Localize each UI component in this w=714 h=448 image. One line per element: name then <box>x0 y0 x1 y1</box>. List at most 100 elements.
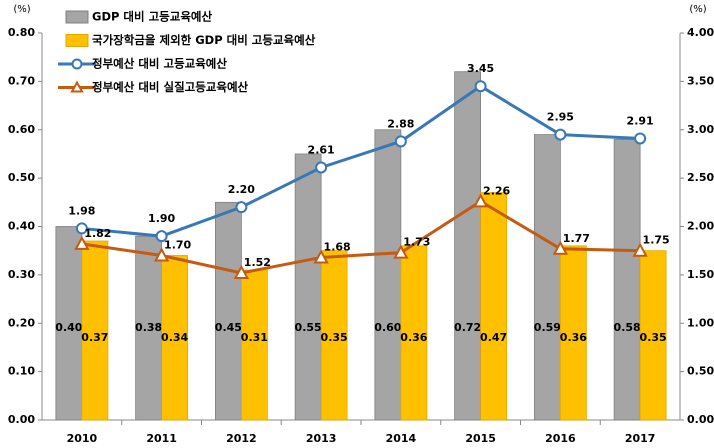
bar-value-label: 0.34 <box>161 331 188 344</box>
y2-tick-label: 2.00 <box>687 220 714 233</box>
point <box>235 201 248 214</box>
y-unit: (%) <box>13 4 30 15</box>
line-value-label: 2.61 <box>308 143 335 156</box>
point <box>155 230 168 243</box>
x-tick-label: 2012 <box>226 432 257 445</box>
y-tick-label: 0.50 <box>8 171 35 184</box>
bar <box>533 134 561 421</box>
x-tick-label: 2013 <box>306 432 337 445</box>
line-value-label: 1.70 <box>164 239 191 252</box>
legend-label: 정부예산 대비 실질고등교육예산 <box>92 80 249 94</box>
bar <box>400 245 428 421</box>
y-tick-label: 0.30 <box>8 268 35 281</box>
legend-swatch <box>65 34 89 47</box>
y2-tick-label: 2.50 <box>687 171 714 184</box>
line-value-label: 1.75 <box>643 234 670 247</box>
bar <box>240 269 268 421</box>
line-value-label: 1.77 <box>563 232 590 245</box>
bar-value-label: 0.55 <box>295 321 322 334</box>
bar <box>639 250 667 421</box>
x-tick-label: 2017 <box>625 432 656 445</box>
bar-value-label: 0.35 <box>321 331 348 344</box>
bar-value-label: 0.72 <box>454 321 481 334</box>
bar <box>613 139 641 421</box>
bar-value-label: 0.36 <box>400 331 427 344</box>
legend-marker <box>71 58 83 70</box>
bar <box>374 129 402 421</box>
y-tick-label: 0.40 <box>8 220 35 233</box>
y-tick-label: 0.20 <box>8 316 35 329</box>
y2-tick-label: 3.50 <box>687 74 714 87</box>
line-value-label: 2.88 <box>387 117 414 130</box>
y-tick-label: 0.60 <box>8 123 35 136</box>
line-value-label: 3.45 <box>467 62 494 75</box>
line-value-label: 2.20 <box>228 183 255 196</box>
x-tick-label: 2016 <box>545 432 576 445</box>
bar-value-label: 0.59 <box>534 321 561 334</box>
legend-label: GDP 대비 고등교육예산 <box>92 10 212 24</box>
y2-unit: (%) <box>689 4 706 15</box>
line-value-label: 1.73 <box>403 236 430 249</box>
y-tick-label: 0.10 <box>8 365 35 378</box>
bar <box>214 201 242 421</box>
x-tick-label: 2010 <box>67 432 98 445</box>
line-value-label: 2.91 <box>627 114 654 127</box>
legend-label: 국가장학금을 제외한 GDP 대비 고등교육예산 <box>92 33 316 47</box>
point <box>153 247 170 262</box>
point <box>474 80 487 93</box>
bar <box>294 153 322 421</box>
y2-tick-label: 0.50 <box>687 365 714 378</box>
point <box>552 240 569 255</box>
y2-tick-label: 0.00 <box>687 413 714 426</box>
line-value-label: 1.98 <box>68 204 95 217</box>
line-value-label: 2.95 <box>547 111 574 124</box>
point <box>75 222 88 235</box>
bar-value-label: 0.36 <box>560 331 587 344</box>
y-tick-label: 0.80 <box>8 26 35 39</box>
x-tick-label: 2011 <box>146 432 177 445</box>
bar-value-label: 0.38 <box>135 321 162 334</box>
x-tick-label: 2014 <box>386 432 417 445</box>
y-tick-label: 0.00 <box>8 413 35 426</box>
bar-value-label: 0.35 <box>640 331 667 344</box>
bar-value-label: 0.47 <box>480 331 507 344</box>
legend-swatch <box>65 10 89 24</box>
bar <box>135 235 163 421</box>
point <box>393 244 409 259</box>
bar <box>161 255 189 421</box>
bar <box>454 71 482 421</box>
line-value-label: 1.90 <box>148 212 175 225</box>
line <box>81 199 641 275</box>
line-value-label: 1.68 <box>324 240 351 253</box>
y2-tick-label: 1.50 <box>687 268 714 281</box>
y-tick-label: 0.70 <box>8 74 35 87</box>
x-tick-label: 2015 <box>465 432 496 445</box>
bar <box>320 250 348 421</box>
bar-value-label: 0.37 <box>81 331 108 344</box>
legend-label: 정부예산 대비 고등교육예산 <box>92 57 227 71</box>
point <box>313 249 329 264</box>
point <box>74 235 90 250</box>
bar <box>81 240 109 421</box>
line-value-label: 1.52 <box>244 256 271 269</box>
bar-value-label: 0.60 <box>374 321 401 334</box>
bar-value-label: 0.58 <box>614 321 641 334</box>
point <box>472 193 489 208</box>
bar-value-label: 0.45 <box>215 321 242 334</box>
point <box>315 161 328 174</box>
bar <box>480 192 508 421</box>
bar <box>559 245 587 421</box>
y2-tick-label: 3.00 <box>687 123 714 136</box>
line-value-label: 1.82 <box>84 227 111 240</box>
point <box>394 135 407 148</box>
y2-tick-label: 1.00 <box>687 316 714 329</box>
point <box>554 128 567 141</box>
line <box>81 84 641 238</box>
legend-marker <box>70 80 84 93</box>
bar-value-label: 0.40 <box>55 321 82 334</box>
point <box>634 132 647 145</box>
point <box>233 264 250 279</box>
y2-tick-label: 4.00 <box>687 26 714 39</box>
bar <box>55 226 83 421</box>
